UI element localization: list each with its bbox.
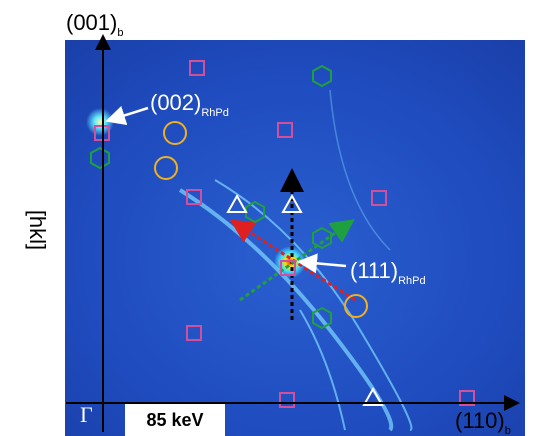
page: {"axis_top": {"main": "(001)", "sub": "b… [0, 0, 536, 436]
axis-right-label: (110)b [455, 408, 511, 436]
diffraction-figure: (001)b (110)b [hkl] (002)RhPd (111)RhPd … [0, 0, 536, 436]
detector-image [65, 40, 525, 436]
axis-top-label: (001)b [66, 10, 123, 39]
energy-label: 85 keV [146, 410, 203, 430]
origin-label: Γ [80, 402, 93, 427]
axis-left-label: [hkl] [25, 210, 50, 250]
